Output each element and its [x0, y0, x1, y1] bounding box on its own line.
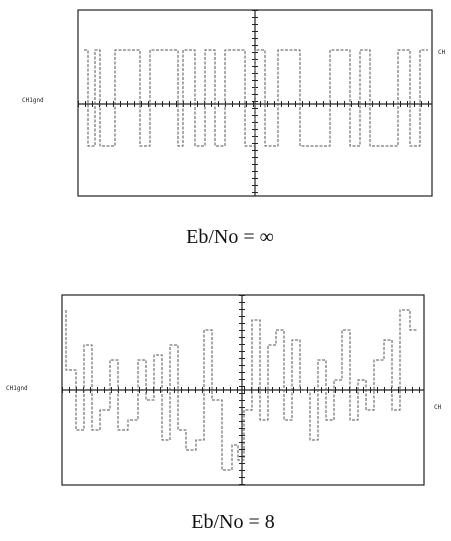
waveform: [84, 50, 428, 146]
channel-label: CH1gnd: [22, 97, 44, 104]
channel-label: CH: [438, 49, 446, 56]
scope-panel: CH1gnd CH Eb/No = 8: [6, 295, 442, 533]
caption: Eb/No = 8: [191, 511, 275, 533]
figure: CH1gnd CH Eb/No = ∞ CH1gnd CH Eb/No = 8: [0, 0, 451, 541]
channel-label: CH: [434, 404, 442, 411]
caption: Eb/No = ∞: [186, 226, 274, 248]
channel-label: CH1gnd: [6, 385, 28, 392]
scope-panel: CH1gnd CH Eb/No = ∞: [22, 10, 446, 248]
